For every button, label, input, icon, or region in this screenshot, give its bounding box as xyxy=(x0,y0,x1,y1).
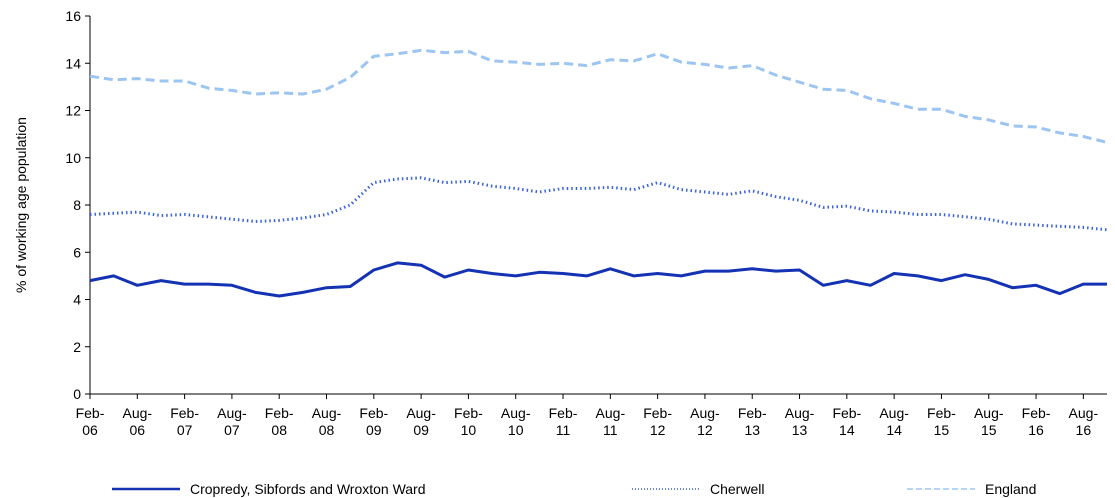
x-tick-label: Feb-16 xyxy=(1022,405,1051,438)
x-tick-label: Aug-12 xyxy=(690,405,720,438)
y-tick-label: 16 xyxy=(65,8,81,24)
y-tick-label: 0 xyxy=(73,386,81,402)
y-tick-label: 2 xyxy=(73,339,81,355)
x-tick-label: Feb-15 xyxy=(927,405,956,438)
series-line xyxy=(89,48,1108,144)
y-axis-label: % of working age population xyxy=(13,117,29,293)
y-tick-label: 14 xyxy=(65,55,81,71)
x-tick-label: Aug-13 xyxy=(785,405,815,438)
y-tick-label: 10 xyxy=(65,150,81,166)
x-tick-label: Feb-11 xyxy=(549,405,578,438)
x-tick-label: Aug-08 xyxy=(312,405,342,438)
x-tick-label: Feb-07 xyxy=(170,405,199,438)
x-tick-label: Aug-11 xyxy=(596,405,626,438)
x-tick-label: Aug-16 xyxy=(1069,405,1099,438)
x-tick-label: Aug-09 xyxy=(406,405,436,438)
legend-label: Cherwell xyxy=(710,481,764,497)
legend-label: Cropredy, Sibfords and Wroxton Ward xyxy=(190,481,426,497)
x-tick-label: Feb-12 xyxy=(643,405,672,438)
x-tick-label: Feb-14 xyxy=(832,405,861,438)
y-tick-label: 4 xyxy=(73,292,81,308)
y-tick-label: 8 xyxy=(73,197,81,213)
x-tick-label: Aug-06 xyxy=(123,405,153,438)
x-tick-label: Aug-15 xyxy=(974,405,1004,438)
series-line xyxy=(89,176,1108,232)
x-tick-label: Feb-13 xyxy=(738,405,767,438)
x-tick-label: Aug-10 xyxy=(501,405,531,438)
legend-label: England xyxy=(985,481,1036,497)
x-tick-label: Aug-14 xyxy=(879,405,909,438)
x-tick-label: Feb-08 xyxy=(265,405,294,438)
x-tick-label: Feb-10 xyxy=(454,405,483,438)
x-tick-label: Feb-06 xyxy=(76,405,105,438)
x-tick-label: Feb-09 xyxy=(359,405,388,438)
x-tick-label: Aug-07 xyxy=(217,405,247,438)
y-tick-label: 12 xyxy=(65,103,81,119)
series-line xyxy=(89,261,1107,298)
y-tick-label: 6 xyxy=(73,244,81,260)
